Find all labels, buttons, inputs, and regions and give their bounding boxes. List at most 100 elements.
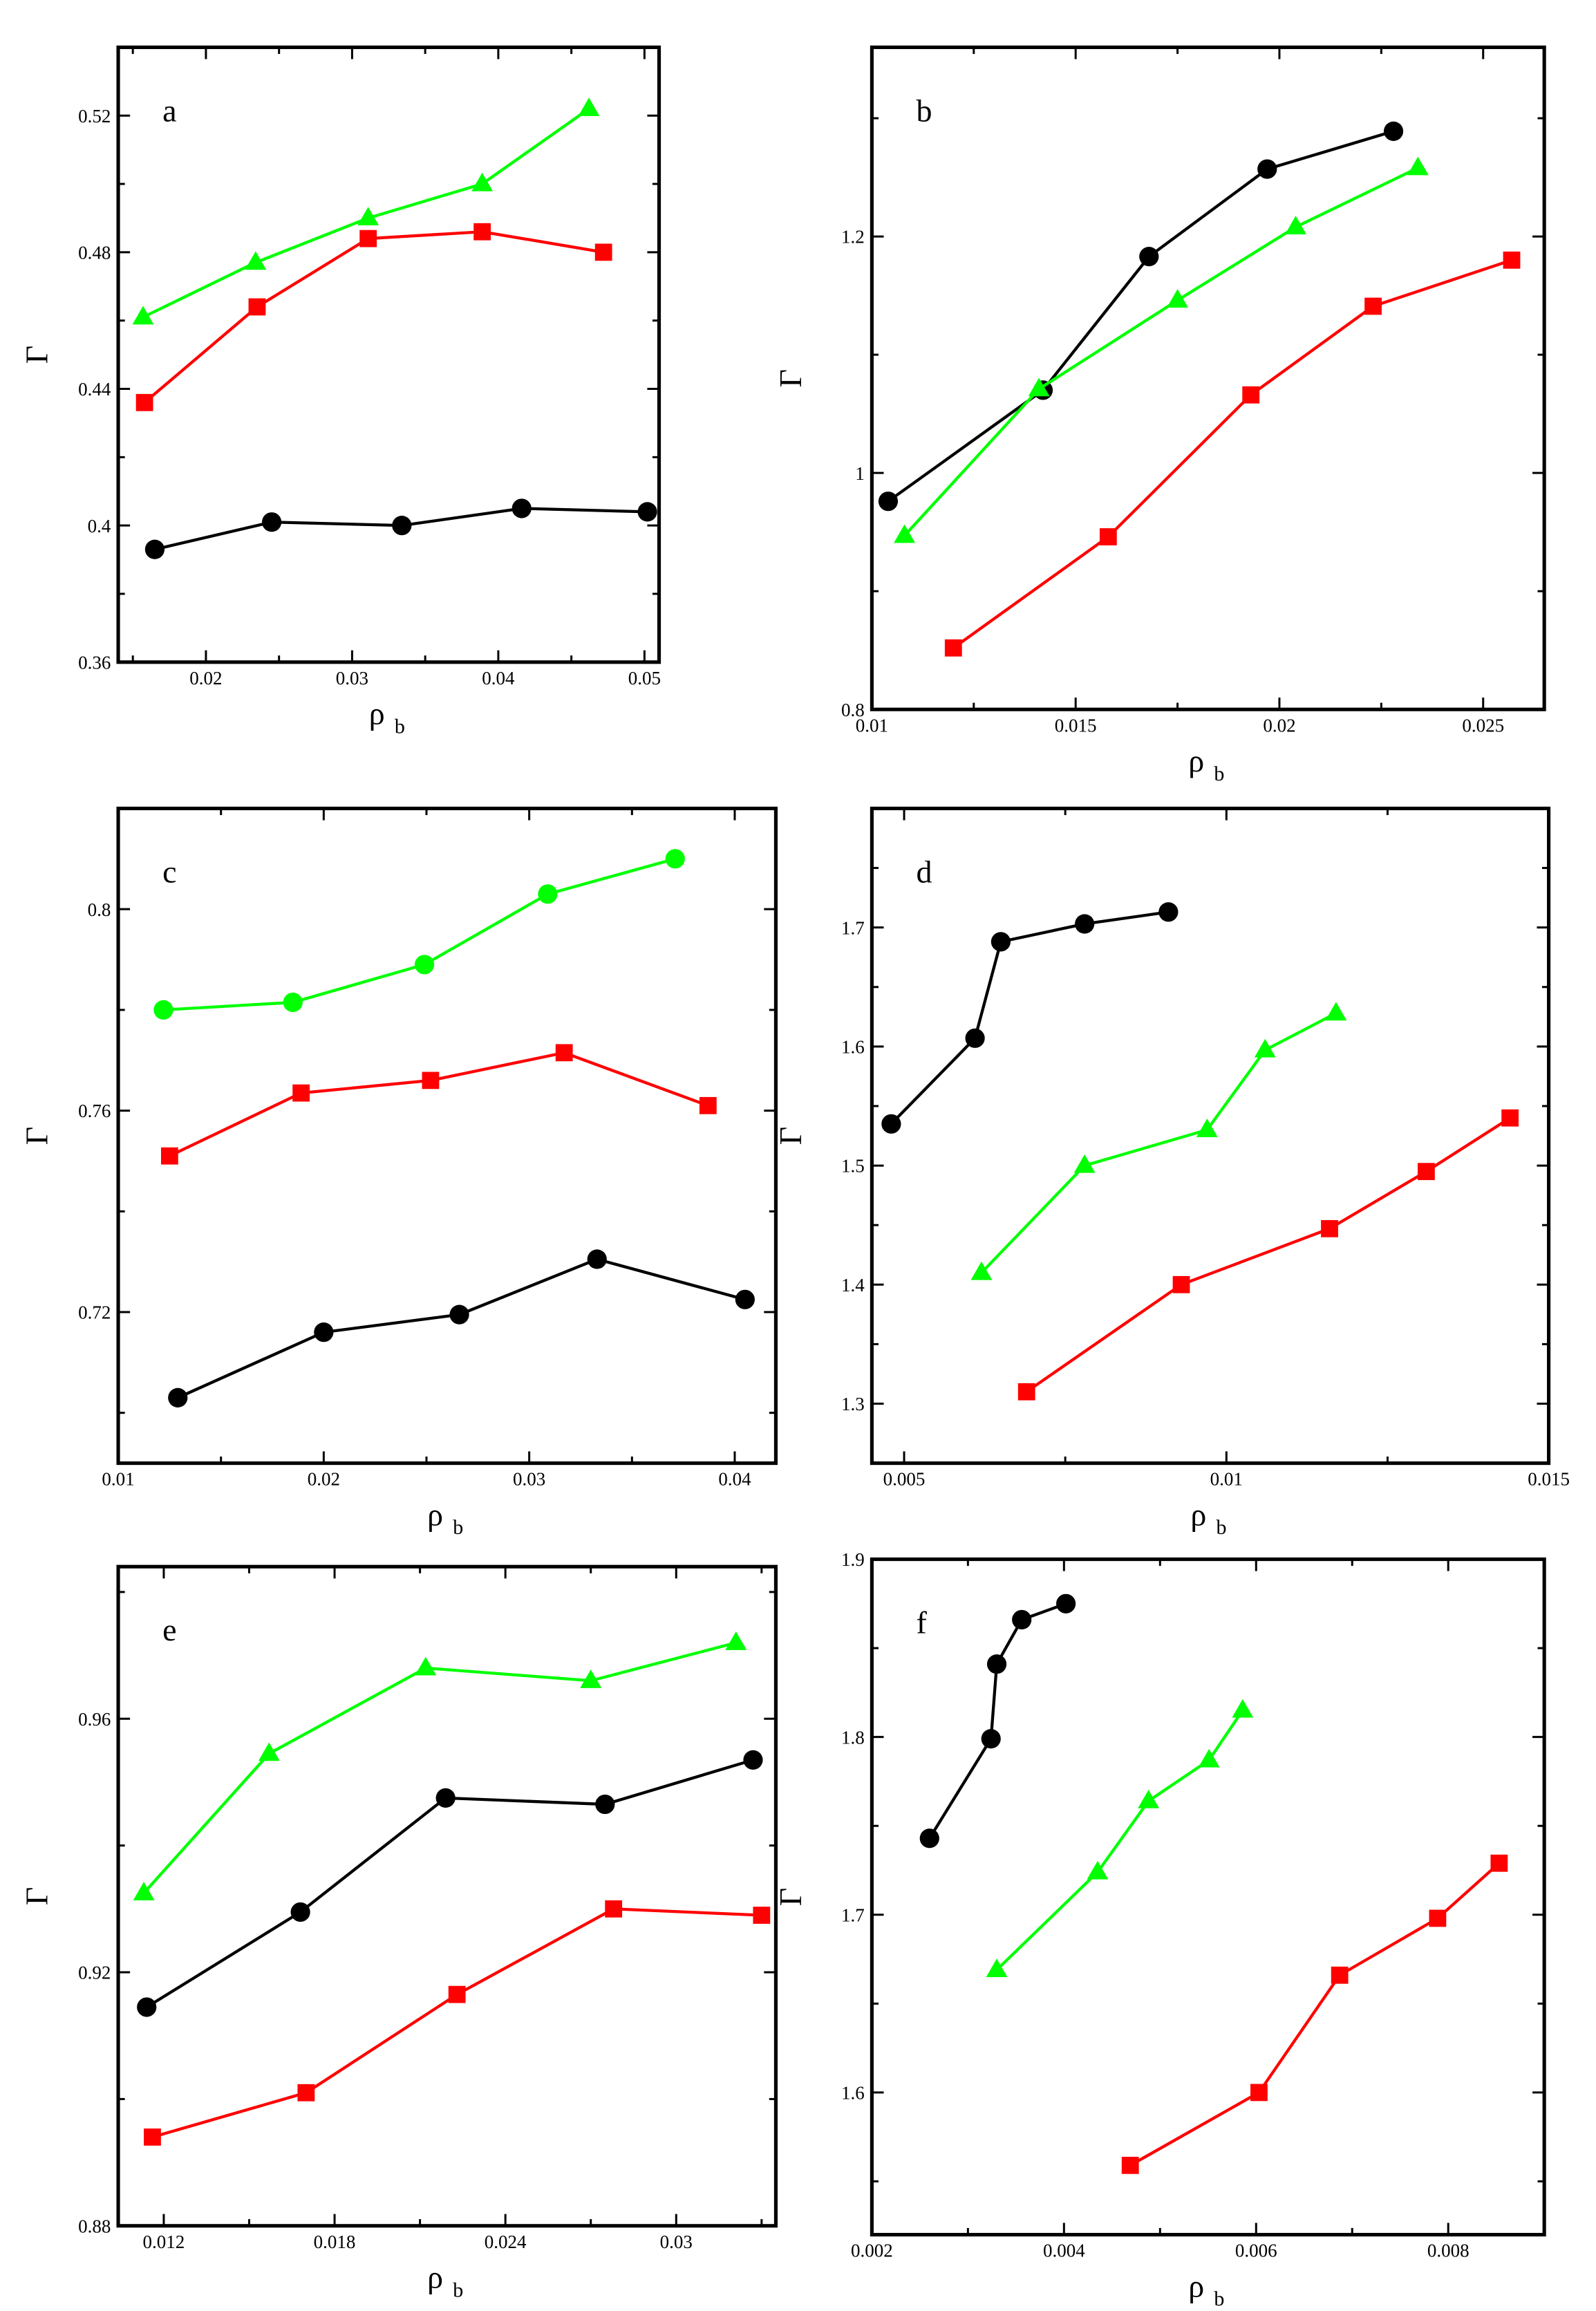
data-point-circle (1139, 247, 1159, 267)
series-green-triangles (132, 97, 600, 325)
y-axis-label: Γ (773, 1888, 808, 1907)
y-tick-label: 0.36 (78, 652, 111, 673)
y-tick-label: 0.4 (88, 516, 111, 536)
data-point-square (1172, 1275, 1190, 1293)
y-tick-label: 1.4 (841, 1275, 865, 1295)
x-axis-label-subscript: b (395, 715, 405, 738)
data-point-triangle (471, 172, 494, 191)
x-tick-label: 0.018 (314, 2232, 356, 2252)
data-point-triangle (970, 1261, 993, 1280)
data-point-circle (283, 992, 303, 1013)
series-line (903, 166, 1419, 537)
x-tick-label: 0.012 (143, 2232, 185, 2252)
data-point-triangle (132, 306, 154, 325)
data-point-triangle (1232, 1699, 1254, 1718)
series-red-squares (1121, 1854, 1508, 2174)
data-point-square (359, 230, 377, 247)
data-point-triangle (1087, 1860, 1109, 1880)
series-line (151, 1907, 762, 2139)
data-point-triangle (725, 1631, 747, 1650)
series-line (163, 857, 676, 1012)
x-tick-label: 0.002 (851, 2240, 893, 2261)
data-point-square (248, 298, 266, 316)
series-line (980, 1011, 1337, 1274)
x-tick-label: 0.02 (308, 1469, 340, 1490)
data-point-triangle (1196, 1119, 1218, 1137)
data-point-square (422, 1072, 440, 1089)
data-point-square (1429, 1909, 1447, 1927)
data-point-circle (261, 512, 282, 532)
data-point-circle (435, 1788, 456, 1808)
data-point-triangle (133, 1882, 155, 1900)
x-axis-label-subscript: b (453, 2279, 463, 2301)
data-point-square (1501, 1109, 1519, 1127)
y-tick-label: 1.6 (841, 1036, 865, 1057)
data-point-circle (919, 1828, 939, 1849)
x-tick-label: 0.024 (485, 2232, 527, 2252)
data-point-circle (587, 1249, 607, 1269)
x-tick-label: 0.025 (1462, 715, 1504, 736)
plot-frame (870, 1557, 1546, 2237)
y-tick-label: 0.44 (78, 379, 111, 400)
data-point-triangle (1285, 216, 1306, 234)
y-axis-label: Γ (773, 1127, 808, 1145)
x-tick-label: 0.02 (1263, 715, 1295, 736)
x-axis-label: ρ (427, 1497, 443, 1532)
data-point-circle (595, 1794, 615, 1815)
data-point-triangle (580, 1669, 602, 1688)
series-line (143, 230, 604, 404)
panel-letter: e (162, 1612, 176, 1647)
data-point-square (944, 639, 962, 657)
y-tick-label: 1.3 (841, 1394, 865, 1414)
series-green-triangles (133, 1631, 747, 1900)
series-line (890, 910, 1169, 1125)
series-red-squares (944, 251, 1521, 657)
data-point-triangle (1325, 1002, 1347, 1021)
y-tick-label: 1.8 (841, 1727, 865, 1748)
data-point-square (1250, 2084, 1268, 2102)
data-point-square (1503, 251, 1521, 269)
y-tick-label: 0.76 (78, 1101, 111, 1121)
data-point-square (1242, 386, 1260, 404)
series-line (142, 1641, 737, 1894)
y-tick-label: 0.72 (78, 1302, 111, 1323)
data-point-triangle (578, 97, 600, 116)
x-tick-label: 0.04 (718, 1469, 751, 1490)
data-point-circle (743, 1750, 763, 1770)
data-point-circle (1383, 121, 1404, 141)
x-tick-label: 0.015 (1055, 715, 1097, 736)
data-point-circle (314, 1322, 334, 1342)
series-black-circles (137, 1750, 763, 2017)
y-tick-label: 1.5 (841, 1156, 865, 1177)
data-point-circle (392, 516, 412, 536)
series-green-triangles (894, 156, 1429, 543)
series-line (1025, 1116, 1511, 1394)
plot-frame (870, 806, 1551, 1466)
data-point-square (1099, 528, 1117, 545)
series-line (169, 1051, 709, 1158)
data-point-circle (986, 1654, 1007, 1674)
data-point-circle (137, 1997, 157, 2017)
panel-a: 0.02 0.03 0.04 0.05 0.36 0.4 0.44 0.48 0.52 ρ b Γa (19, 45, 661, 738)
data-point-triangle (1028, 377, 1050, 397)
data-point-circle (735, 1289, 755, 1309)
x-tick-label: 0.01 (856, 715, 888, 736)
data-point-circle (991, 932, 1011, 952)
plot-frame (116, 806, 778, 1466)
series-line (177, 1257, 746, 1399)
y-tick-label: 0.52 (78, 106, 111, 127)
series-black-circles (168, 1249, 755, 1407)
series-line (952, 259, 1512, 650)
data-point-square (473, 223, 491, 241)
x-tick-label: 0.05 (628, 668, 661, 689)
data-point-square (448, 1985, 466, 2003)
data-point-triangle (1073, 1154, 1096, 1173)
x-axis-label-subscript: b (453, 1516, 463, 1539)
y-tick-label: 0.8 (841, 700, 865, 720)
data-point-circle (538, 884, 558, 904)
data-point-circle (511, 498, 532, 518)
series-green-circles (153, 849, 685, 1020)
y-tick-label: 1.2 (841, 227, 865, 247)
y-tick-label: 0.88 (78, 2216, 111, 2236)
plot-frame (116, 45, 661, 664)
